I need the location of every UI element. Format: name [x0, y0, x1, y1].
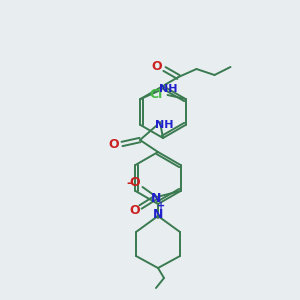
Text: -: - — [126, 176, 131, 190]
Text: O: O — [109, 137, 119, 151]
Text: Cl: Cl — [149, 88, 162, 101]
Text: NH: NH — [155, 120, 173, 130]
Text: NH: NH — [159, 84, 178, 94]
Text: N: N — [151, 193, 162, 206]
Text: N: N — [153, 208, 163, 220]
Text: O: O — [129, 205, 140, 218]
Text: O: O — [129, 176, 140, 190]
Text: +: + — [158, 201, 166, 211]
Text: O: O — [151, 61, 162, 74]
